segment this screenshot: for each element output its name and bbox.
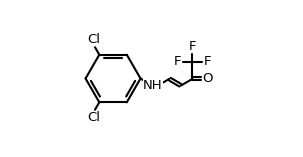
Text: NH: NH (143, 79, 162, 92)
Text: F: F (203, 55, 211, 68)
Text: O: O (203, 72, 213, 85)
Text: F: F (174, 55, 181, 68)
Text: Cl: Cl (88, 111, 101, 124)
Text: Cl: Cl (88, 33, 101, 46)
Text: F: F (189, 40, 196, 53)
